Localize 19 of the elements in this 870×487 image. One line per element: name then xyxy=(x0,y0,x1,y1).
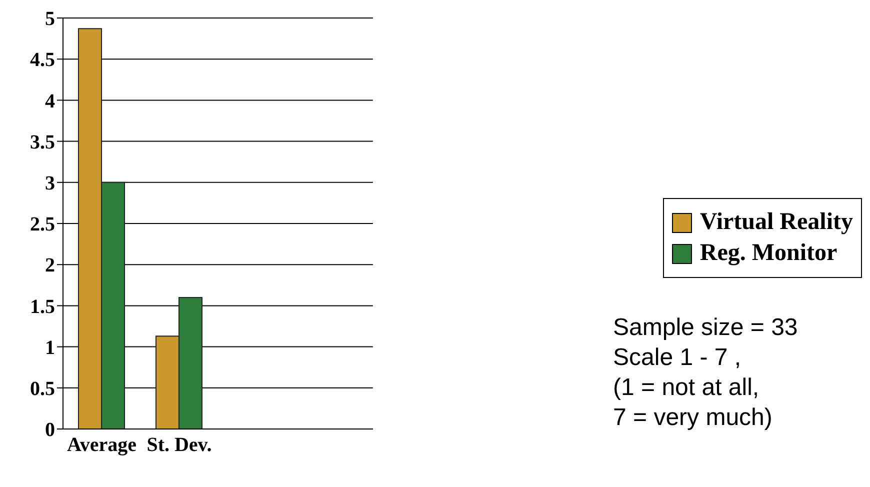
text: 7 = very much) xyxy=(613,403,774,433)
x-tick-label: St. Dev. xyxy=(146,434,212,456)
text: (1 = not at all, xyxy=(613,373,760,403)
y-tick-label: 0.5 xyxy=(30,378,55,400)
text: Sample size = 33 xyxy=(613,313,798,343)
y-tick-label: 4.5 xyxy=(30,49,55,72)
y-tick-label: 0 xyxy=(45,419,55,442)
x-tick-label: Average xyxy=(66,434,137,456)
y-tick-label: 2 xyxy=(45,254,55,277)
y-tick-label: 3.5 xyxy=(30,131,55,154)
y-tick-label: 5 xyxy=(45,8,55,30)
legend-label: Reg. Monitor xyxy=(700,240,838,267)
y-tick-label: 1 xyxy=(45,336,55,359)
legend-label: Virtual Reality xyxy=(700,209,853,236)
y-tick-label: 3 xyxy=(45,172,55,194)
y-tick-label: 4 xyxy=(45,90,55,112)
y-tick-label: 1.5 xyxy=(30,296,55,318)
y-tick-label: 2.5 xyxy=(30,214,55,236)
text: Scale 1 - 7 , xyxy=(613,343,742,373)
